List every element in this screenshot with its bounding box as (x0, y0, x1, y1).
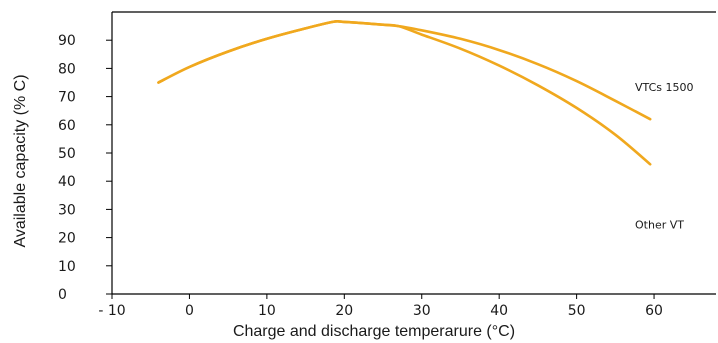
y-axis-title: Available capacity (% C) (12, 74, 29, 247)
tick-labels: 0 10 20 30 40 50 60 70 80 90 - 10 0 10 20 30 40 50 60 (58, 33, 663, 319)
y-tick-label: 0 (58, 287, 67, 303)
y-tick-label: 10 (58, 259, 76, 275)
series-label-2: Other VT (635, 218, 684, 231)
x-tick-label: 0 (185, 303, 194, 319)
x-tick-label: 40 (490, 303, 508, 319)
y-tick-label: 40 (58, 174, 76, 190)
axes (106, 11, 716, 299)
x-tick-label: 20 (335, 303, 353, 319)
x-tick-label: - 10 (98, 303, 125, 319)
series-line-2 (157, 19, 652, 166)
x-axis-title: Charge and discharge temperarure (°C) (233, 323, 515, 340)
series-labels: VTCs 1500 Other VT (635, 81, 694, 231)
y-tick-label: 80 (58, 61, 76, 77)
series-line-1 (157, 19, 652, 121)
y-tick-label: 50 (58, 146, 76, 162)
x-tick-label: 50 (568, 303, 586, 319)
series-label-1: VTCs 1500 (635, 81, 694, 94)
y-tick-label: 30 (58, 202, 76, 218)
y-tick-label: 90 (58, 33, 76, 49)
series-lines (157, 19, 652, 166)
x-tick-label: 60 (645, 303, 663, 319)
x-tick-label: 10 (258, 303, 276, 319)
x-tick-label: 30 (413, 303, 431, 319)
y-tick-label: 70 (58, 90, 76, 106)
y-tick-label: 60 (58, 118, 76, 134)
y-tick-label: 20 (58, 231, 76, 247)
